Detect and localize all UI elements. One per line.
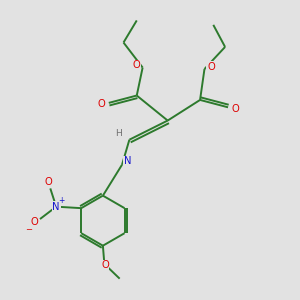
- Text: +: +: [58, 196, 65, 205]
- Text: N: N: [124, 156, 131, 166]
- Text: H: H: [115, 129, 122, 138]
- Text: O: O: [232, 104, 239, 114]
- Text: O: O: [207, 62, 215, 72]
- Text: O: O: [132, 60, 140, 70]
- Text: O: O: [45, 177, 53, 187]
- Text: O: O: [101, 260, 109, 270]
- Text: O: O: [98, 99, 105, 110]
- Text: O: O: [31, 217, 39, 227]
- Text: −: −: [25, 225, 32, 234]
- Text: N: N: [52, 202, 60, 212]
